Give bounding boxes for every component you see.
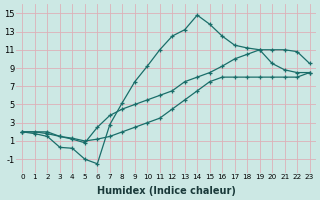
X-axis label: Humidex (Indice chaleur): Humidex (Indice chaleur) <box>97 186 236 196</box>
